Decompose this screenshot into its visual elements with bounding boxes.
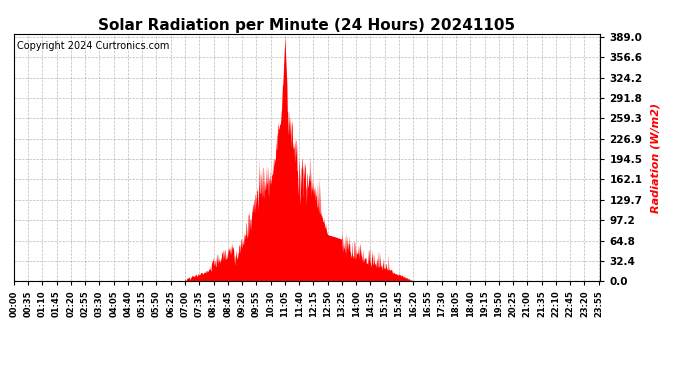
Text: Copyright 2024 Curtronics.com: Copyright 2024 Curtronics.com <box>17 41 169 51</box>
Title: Solar Radiation per Minute (24 Hours) 20241105: Solar Radiation per Minute (24 Hours) 20… <box>99 18 515 33</box>
Y-axis label: Radiation (W/m2): Radiation (W/m2) <box>651 102 661 213</box>
